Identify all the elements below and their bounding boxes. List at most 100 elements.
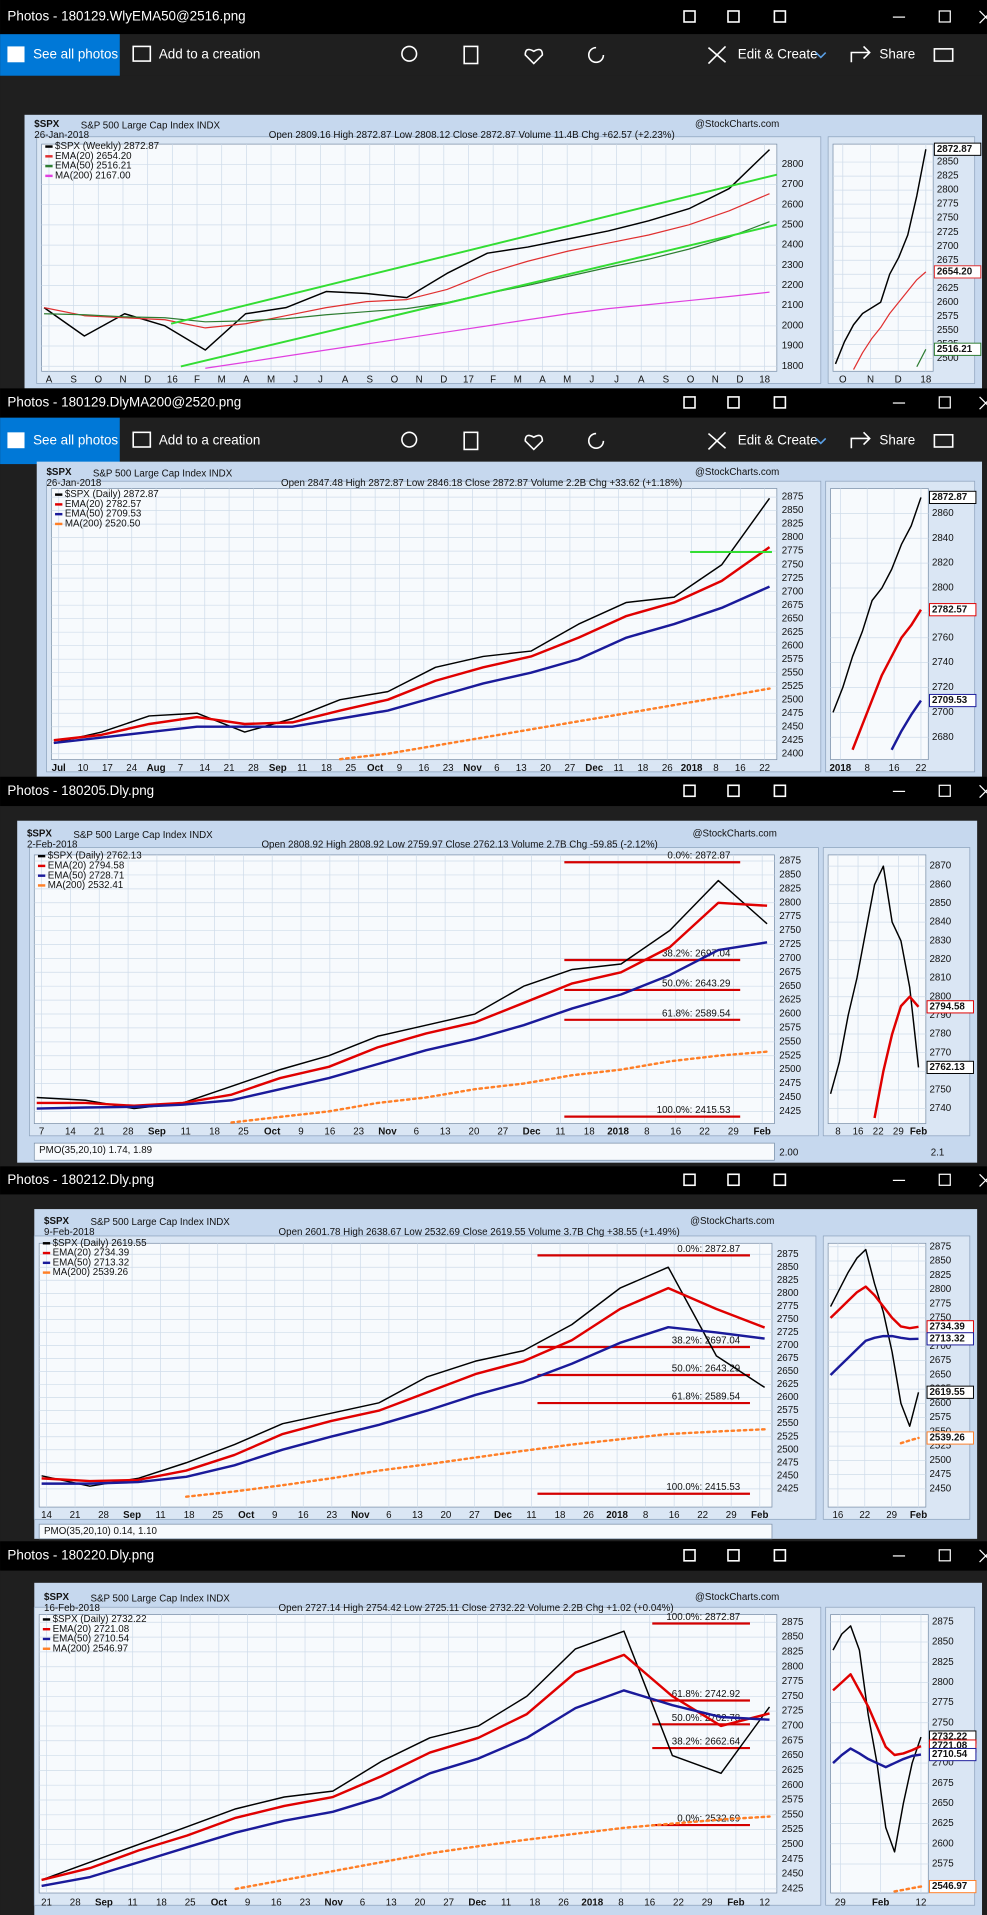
close-button[interactable] [979, 396, 987, 410]
side-y-tick-label: 2500 [930, 1455, 952, 1466]
crop-icon[interactable] [683, 784, 696, 798]
x-tick-label: 20 [469, 1127, 480, 1138]
add-label[interactable]: Add to a creation [159, 47, 260, 62]
crop-icon[interactable] [683, 10, 696, 23]
slideshow-icon[interactable] [773, 784, 787, 798]
see-all-label[interactable]: See all photos [33, 47, 118, 62]
x-tick-label: M [267, 374, 275, 385]
series-line [43, 193, 770, 329]
share-label[interactable]: Share [879, 47, 915, 62]
side-y-tick-label: 2475 [930, 1469, 952, 1480]
x-tick-label: 16 [418, 763, 429, 774]
see-all-label[interactable]: See all photos [33, 432, 118, 447]
maximize-button[interactable] [938, 1173, 951, 1186]
side-x-tick-label: Feb [872, 1897, 889, 1908]
maximize-button[interactable] [938, 1549, 951, 1562]
legend-entry: $SPX (Daily) 2619.55 [53, 1238, 147, 1249]
x-tick-label: 22 [697, 1510, 708, 1521]
x-tick-label: 25 [345, 763, 356, 774]
side-x-tick-label: 18 [920, 374, 931, 385]
series-line [41, 1325, 765, 1485]
slideshow-icon[interactable] [773, 1173, 787, 1187]
crop-icon[interactable] [683, 1173, 696, 1187]
rotate-icon[interactable] [588, 432, 605, 449]
chevron-icon[interactable] [815, 51, 827, 59]
legend-entry: MA(200) 2520.50 [65, 519, 141, 530]
x-tick-label: 18 [759, 374, 770, 385]
x-tick-label: Oct [367, 763, 384, 774]
y-tick-label: 2500 [777, 1444, 799, 1455]
share-label[interactable]: Share [879, 432, 915, 447]
edit-label[interactable]: Edit & Create [738, 432, 818, 447]
heart-icon[interactable] [524, 48, 544, 65]
slideshow-icon[interactable] [773, 10, 787, 23]
side-y-tick-label: 2525 [930, 1441, 952, 1452]
x-tick-label: N [416, 374, 423, 385]
side-y-tick-label: 2875 [932, 1616, 954, 1627]
side-x-tick-label: D [895, 374, 902, 385]
index-name: S&P 500 Large Cap Index INDX [90, 1217, 230, 1228]
x-tick-label: 22 [673, 1897, 684, 1908]
y-tick-label: 2525 [782, 1824, 804, 1835]
photos-icon[interactable] [7, 46, 25, 63]
favorite-icon[interactable] [727, 396, 740, 409]
share-icon[interactable] [850, 45, 871, 63]
window-title: Photos - 180129.DlyMA200@2520.png [7, 395, 241, 410]
x-tick-label: S [367, 374, 374, 385]
close-button[interactable] [979, 1549, 987, 1563]
value-tag-label: 2546.97 [932, 1881, 967, 1892]
edit-label[interactable]: Edit & Create [738, 47, 818, 62]
x-tick-label: J [589, 374, 594, 385]
symbol: $SPX [47, 467, 72, 478]
toolbar [0, 417, 987, 465]
value-tag [933, 265, 982, 279]
add-icon[interactable] [132, 45, 152, 62]
print-icon[interactable] [933, 433, 954, 448]
favorite-icon[interactable] [727, 1173, 740, 1187]
y-tick-label: 2475 [782, 1854, 804, 1865]
x-tick-label: 14 [65, 1127, 76, 1138]
zoom-icon[interactable] [401, 431, 418, 448]
x-tick-label: 25 [238, 1127, 249, 1138]
x-tick-label: 26 [662, 763, 673, 774]
share-icon[interactable] [850, 431, 871, 449]
side-plot [830, 488, 929, 761]
y-tick-label: 2875 [777, 1249, 799, 1260]
print-icon[interactable] [933, 48, 954, 62]
delete-icon[interactable] [463, 431, 479, 451]
maximize-button[interactable] [938, 396, 951, 409]
add-label[interactable]: Add to a creation [159, 432, 260, 447]
edit-icon[interactable] [707, 431, 727, 451]
x-tick-label: A [638, 374, 645, 385]
y-tick-label: 2725 [779, 939, 801, 950]
retracement-label: 38.2%: 2662.64 [672, 1737, 741, 1748]
x-tick-label: 29 [702, 1897, 713, 1908]
favorite-icon[interactable] [727, 10, 740, 23]
y-tick-label: 2675 [777, 1353, 799, 1364]
favorite-icon[interactable] [727, 784, 740, 798]
side-y-tick-label: 2850 [930, 1256, 952, 1267]
zoom-icon[interactable] [401, 45, 418, 62]
close-button[interactable] [979, 1173, 987, 1187]
close-button[interactable] [979, 10, 987, 24]
photos-icon[interactable] [7, 432, 25, 449]
heart-icon[interactable] [524, 434, 544, 451]
index-name: S&P 500 Large Cap Index INDX [73, 830, 213, 841]
crop-icon[interactable] [683, 1549, 696, 1562]
slideshow-icon[interactable] [773, 396, 787, 409]
close-button[interactable] [979, 784, 987, 798]
rotate-icon[interactable] [588, 46, 605, 64]
crop-icon[interactable] [683, 396, 696, 409]
x-tick-label: 18 [321, 763, 332, 774]
slideshow-icon[interactable] [773, 1549, 787, 1562]
favorite-icon[interactable] [727, 1549, 740, 1562]
maximize-button[interactable] [938, 10, 951, 23]
maximize-button[interactable] [938, 784, 951, 797]
y-tick-label: 2425 [777, 1483, 799, 1494]
y-tick-label: 2525 [777, 1431, 799, 1442]
edit-icon[interactable] [707, 45, 727, 65]
add-icon[interactable] [132, 431, 152, 448]
delete-icon[interactable] [463, 45, 479, 65]
chevron-icon[interactable] [815, 437, 827, 445]
